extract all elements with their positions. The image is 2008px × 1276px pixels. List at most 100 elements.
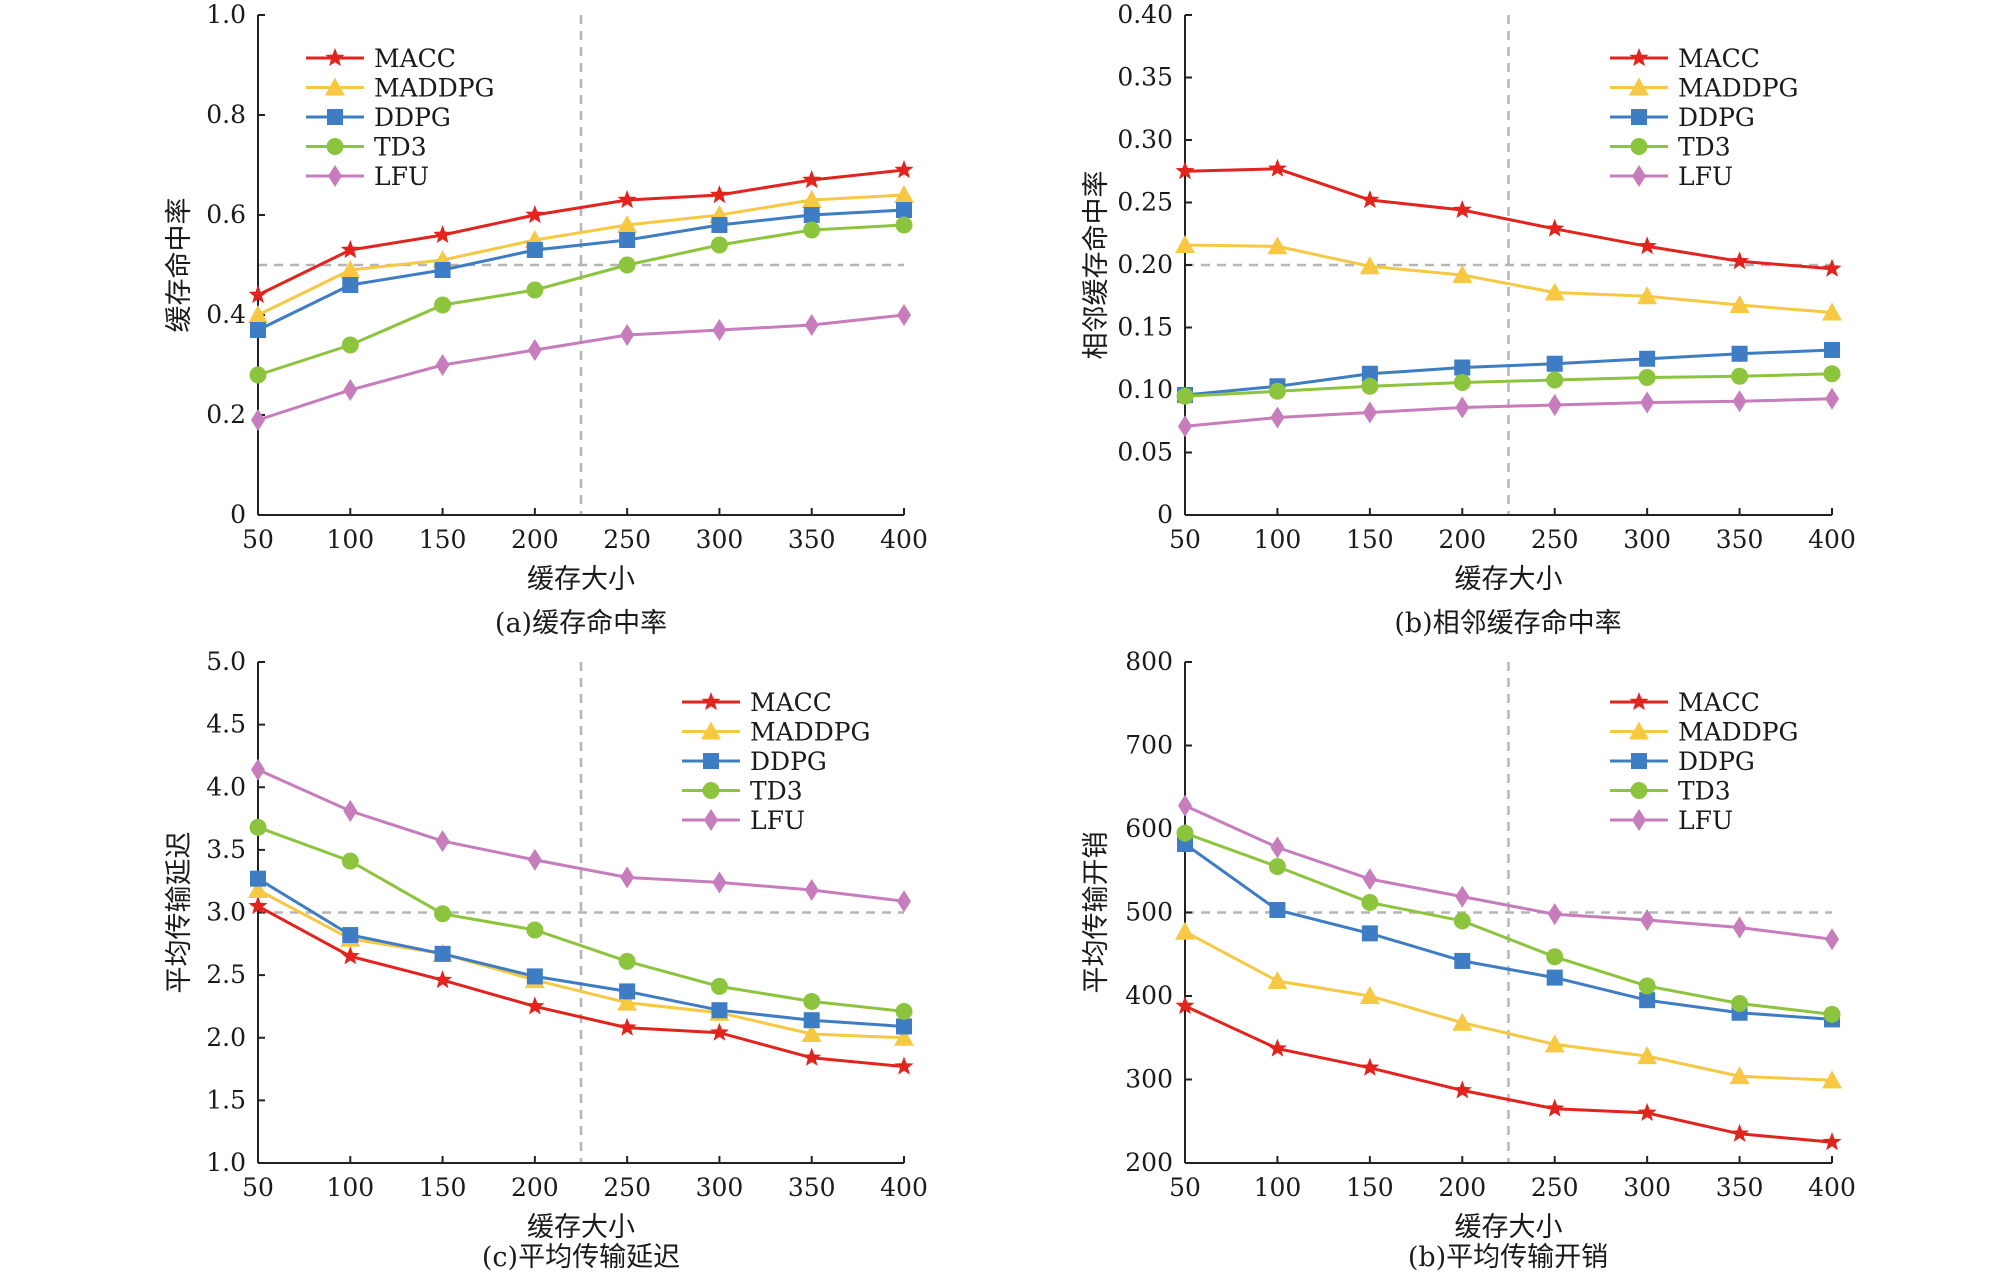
data-point-lfu (1270, 406, 1285, 429)
data-point-lfu (343, 800, 358, 823)
data-point-td3 (434, 296, 452, 314)
series-td3 (1176, 824, 1841, 1023)
y-tick-label: 800 (1125, 647, 1173, 676)
data-point-lfu (1178, 794, 1192, 817)
x-tick-label: 350 (1716, 525, 1764, 554)
data-point-lfu (1547, 394, 1562, 416)
y-tick-label: 600 (1125, 814, 1173, 843)
data-point-td3 (618, 952, 636, 970)
data-point-macc (340, 946, 360, 965)
x-tick-label: 250 (1531, 1173, 1579, 1202)
panel-caption: (b)相邻缓存命中率 (1394, 608, 1621, 639)
data-point-maddpg (1822, 302, 1842, 321)
data-point-macc (433, 970, 453, 989)
series-line-macc (1184, 167, 1833, 271)
series-lfu (1178, 387, 1839, 438)
legend-label-td3: TD3 (374, 133, 427, 162)
data-point-td3 (895, 1002, 913, 1020)
data-point-lfu (1825, 387, 1839, 410)
x-tick-label: 100 (1254, 1173, 1302, 1202)
data-point-maddpg (617, 215, 638, 233)
data-point-lfu (1825, 928, 1839, 951)
series-td3 (1176, 365, 1841, 405)
legend-label-td3: TD3 (1678, 133, 1731, 162)
legend-marker-macc (1629, 692, 1649, 711)
data-point-macc (525, 205, 545, 224)
y-tick-label: 300 (1125, 1065, 1173, 1094)
x-tick-label: 150 (419, 525, 467, 554)
x-tick-label: 250 (603, 1173, 651, 1202)
data-point-maddpg (1544, 282, 1565, 301)
x-tick-label: 350 (788, 525, 836, 554)
data-point-ddpg (526, 242, 543, 258)
legend-marker-td3 (1630, 138, 1648, 155)
series-line-macc (257, 904, 905, 1069)
legend-label-maddpg: MADDPG (1678, 718, 1799, 747)
data-point-maddpg (1544, 1034, 1565, 1053)
data-point-lfu (1732, 390, 1747, 413)
series-macc (1175, 996, 1842, 1151)
y-tick-label: 0.6 (206, 200, 246, 229)
y-tick-label: 3.0 (206, 898, 246, 927)
data-point-macc (802, 170, 822, 189)
y-tick-label: 0.30 (1117, 125, 1173, 154)
series-line-ddpg (257, 877, 905, 1028)
data-point-macc (1730, 251, 1750, 270)
legend-label-ddpg: DDPG (374, 103, 451, 132)
series-maddpg (1175, 235, 1842, 321)
legend-marker-lfu (1632, 809, 1646, 831)
data-point-ddpg (1731, 345, 1748, 362)
x-tick-label: 100 (326, 1173, 374, 1202)
data-point-maddpg (1637, 1046, 1658, 1065)
series-line-td3 (257, 825, 905, 1013)
data-point-maddpg (1637, 286, 1658, 305)
data-point-maddpg (1359, 256, 1380, 275)
data-point-td3 (1823, 1005, 1841, 1023)
data-point-macc (1360, 1057, 1380, 1076)
data-point-maddpg (1452, 1012, 1473, 1031)
legend-marker-lfu (1632, 165, 1646, 187)
data-point-td3 (1176, 824, 1194, 842)
series-line-maddpg (257, 193, 905, 317)
data-point-macc (1637, 1102, 1657, 1121)
legend-label-ddpg: DDPG (750, 747, 827, 776)
data-point-macc (525, 996, 545, 1015)
data-point-ddpg (1454, 359, 1471, 376)
legend-label-macc: MACC (1678, 688, 1760, 717)
data-point-macc (1822, 1132, 1842, 1151)
data-point-lfu (620, 866, 635, 889)
data-point-lfu (343, 379, 358, 401)
y-tick-label: 0.15 (1117, 313, 1173, 342)
x-tick-label: 200 (511, 1173, 559, 1202)
y-tick-label: 0.4 (206, 300, 246, 329)
x-tick-label: 150 (419, 1173, 467, 1202)
series-line-lfu (1184, 397, 1833, 428)
legend-marker-td3 (702, 782, 720, 799)
data-point-td3 (1546, 948, 1564, 966)
x-tick-label: 400 (1808, 525, 1856, 554)
data-point-macc (1175, 161, 1195, 180)
legend-label-td3: TD3 (750, 777, 803, 806)
data-point-macc (894, 160, 914, 179)
series-line-maddpg (1184, 930, 1833, 1082)
x-tick-label: 350 (788, 1173, 836, 1202)
data-point-ddpg (1454, 952, 1471, 969)
legend-label-macc: MACC (750, 688, 832, 717)
data-point-td3 (1638, 369, 1656, 386)
legend-marker-ddpg (703, 753, 719, 769)
legend-label-lfu: LFU (1678, 162, 1733, 191)
x-tick-label: 200 (1438, 1173, 1486, 1202)
y-tick-label: 500 (1125, 898, 1173, 927)
x-tick-label: 300 (1623, 525, 1671, 554)
y-tick-label: 700 (1125, 731, 1173, 760)
data-point-lfu (1455, 396, 1470, 419)
series-macc (1175, 158, 1842, 277)
data-point-td3 (710, 977, 728, 995)
data-point-td3 (1731, 367, 1749, 385)
series-line-td3 (1184, 831, 1833, 1016)
data-point-td3 (249, 818, 267, 836)
data-point-maddpg (1267, 970, 1288, 989)
data-point-ddpg (619, 232, 636, 248)
series-macc (248, 896, 914, 1075)
series-line-td3 (1184, 372, 1833, 398)
